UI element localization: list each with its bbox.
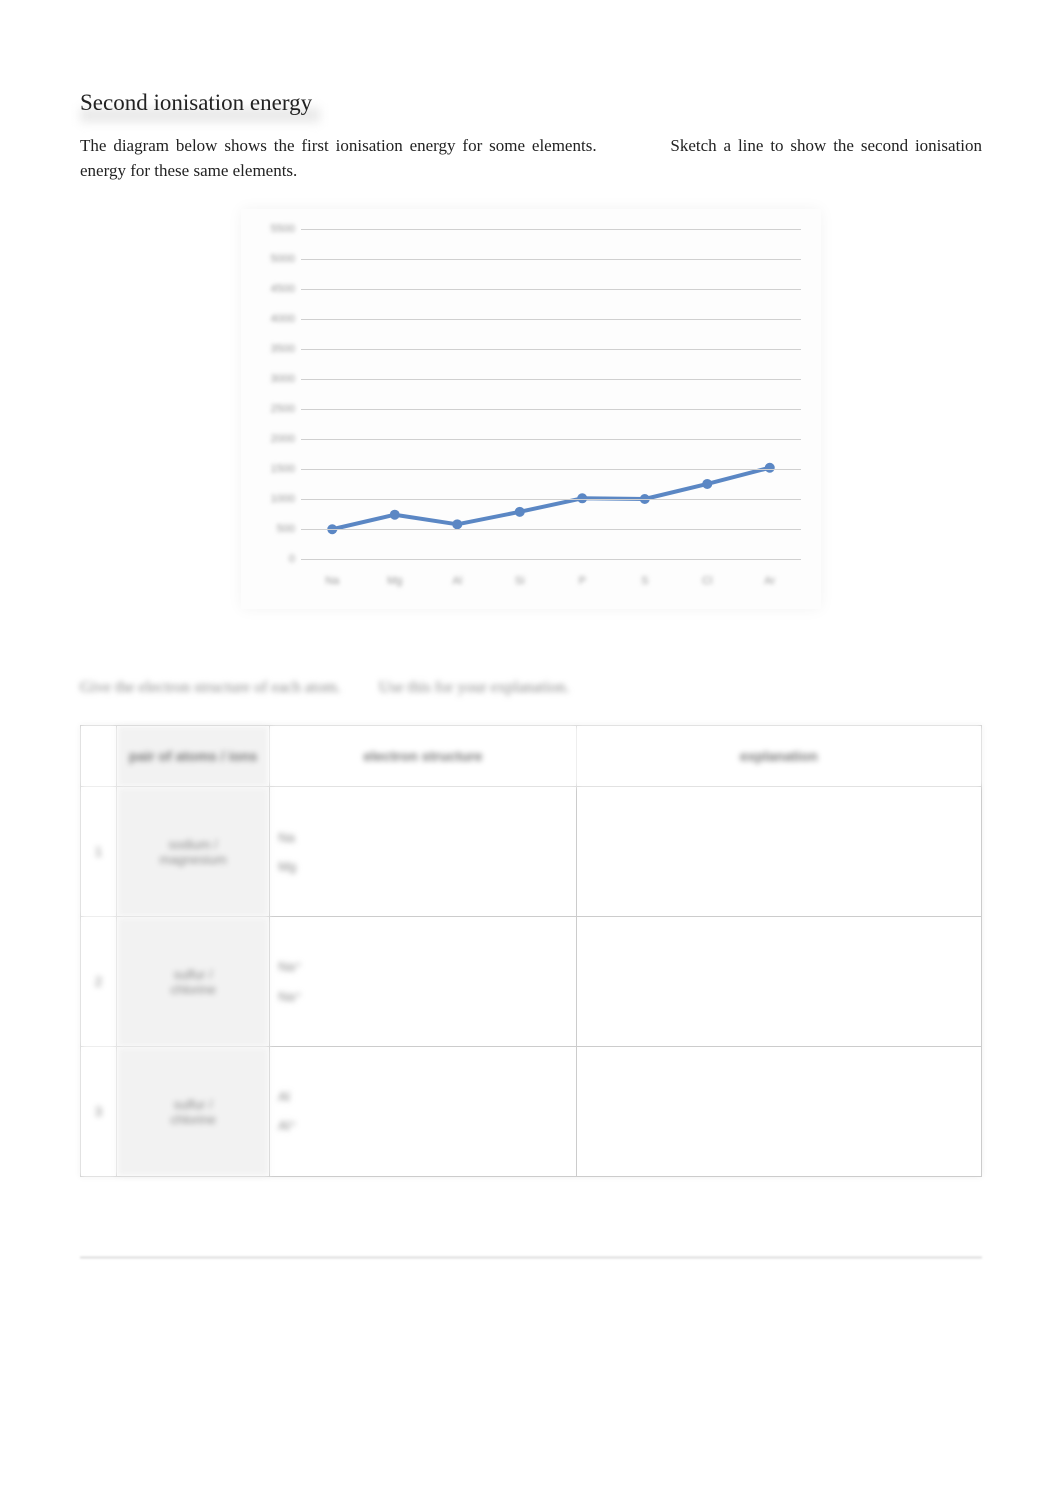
series-marker xyxy=(390,510,400,520)
xtick-label: P xyxy=(579,575,586,587)
instructions-part-a: The diagram below shows the first ionisa… xyxy=(80,136,597,155)
ytick-label: 2500 xyxy=(253,403,295,415)
page-title: Second ionisation energy xyxy=(80,90,982,116)
table-prompt-a: Give the electron structure of each atom… xyxy=(80,679,341,696)
electron-structure-cell: Na⁺Na⁺ xyxy=(270,917,576,1047)
ytick-label: 4000 xyxy=(253,313,295,325)
electron-structure-cell: AlAl⁺ xyxy=(270,1047,576,1177)
xtick-label: Na xyxy=(325,575,339,587)
table-prompt: Give the electron structure of each atom… xyxy=(80,679,982,697)
row-number: 2 xyxy=(81,917,117,1047)
col-header-blank xyxy=(81,726,117,787)
explanation-cell xyxy=(576,787,981,917)
gridline xyxy=(301,469,801,470)
series-marker xyxy=(515,507,525,517)
gridline xyxy=(301,379,801,380)
series-marker xyxy=(452,520,462,530)
row-number: 1 xyxy=(81,787,117,917)
ytick-label: 1500 xyxy=(253,463,295,475)
table-row: 1sodium /magnesiumNaMg xyxy=(81,787,982,917)
ytick-label: 4500 xyxy=(253,283,295,295)
footer-rule xyxy=(80,1257,982,1258)
xtick-label: S xyxy=(641,575,648,587)
electron-structure-cell: NaMg xyxy=(270,787,576,917)
answer-table: pair of atoms / ions electron structure … xyxy=(80,725,982,1177)
col-header-electron: electron structure xyxy=(270,726,576,787)
gridline xyxy=(301,349,801,350)
explanation-cell xyxy=(576,1047,981,1177)
explanation-cell xyxy=(576,917,981,1047)
xtick-label: Si xyxy=(515,575,525,587)
table-prompt-b: Use this for your explanation. xyxy=(379,679,570,696)
gridline xyxy=(301,319,801,320)
ytick-label: 1000 xyxy=(253,493,295,505)
gridline xyxy=(301,439,801,440)
ytick-label: 5500 xyxy=(253,223,295,235)
gridline xyxy=(301,229,801,230)
series-marker xyxy=(765,463,775,473)
gridline xyxy=(301,559,801,560)
col-header-explanation: explanation xyxy=(576,726,981,787)
row-number: 3 xyxy=(81,1047,117,1177)
ionisation-chart: 0 500 1000 1500 2000 2500 3000 3500 4000 4500 5000… xyxy=(241,209,821,609)
gridline xyxy=(301,499,801,500)
ytick-label: 3000 xyxy=(253,373,295,385)
xtick-label: Mg xyxy=(387,575,402,587)
gridline xyxy=(301,409,801,410)
gridline xyxy=(301,529,801,530)
pair-cell: sulfur /chlorine xyxy=(117,917,270,1047)
xtick-label: Ar xyxy=(764,575,775,587)
gridline xyxy=(301,259,801,260)
ytick-label: 0 xyxy=(253,553,295,565)
table-row: 3sulfur /chlorineAlAl⁺ xyxy=(81,1047,982,1177)
ytick-label: 3500 xyxy=(253,343,295,355)
pair-cell: sulfur /chlorine xyxy=(117,1047,270,1177)
table-row: 2sulfur /chlorineNa⁺Na⁺ xyxy=(81,917,982,1047)
pair-cell: sodium /magnesium xyxy=(117,787,270,917)
chart-line-svg xyxy=(301,229,801,559)
ytick-label: 5000 xyxy=(253,253,295,265)
xtick-label: Cl xyxy=(702,575,712,587)
ytick-label: 2000 xyxy=(253,433,295,445)
ytick-label: 500 xyxy=(253,523,295,535)
xtick-label: Al xyxy=(452,575,462,587)
gridline xyxy=(301,289,801,290)
instructions: The diagram below shows the first ionisa… xyxy=(80,134,982,183)
series-marker xyxy=(702,479,712,489)
col-header-pair: pair of atoms / ions xyxy=(117,726,270,787)
